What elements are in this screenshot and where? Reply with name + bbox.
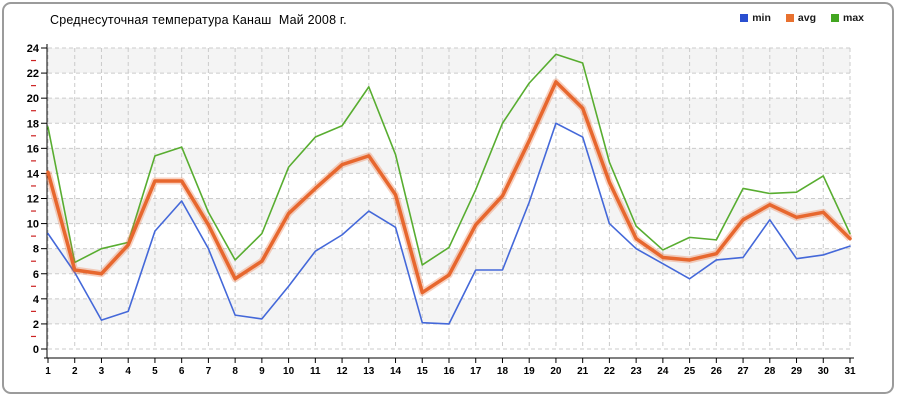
x-tick-label: 25 bbox=[684, 366, 696, 377]
x-tick-label: 23 bbox=[631, 366, 643, 377]
x-tick-label: 24 bbox=[657, 366, 669, 377]
y-tick-label: 16 bbox=[27, 143, 39, 155]
x-tick-label: 7 bbox=[206, 366, 212, 377]
legend-label-max: max bbox=[842, 12, 864, 24]
legend-label-avg: avg bbox=[797, 12, 816, 24]
series-min-line bbox=[47, 122, 851, 325]
x-tick-label: 10 bbox=[283, 366, 295, 377]
y-tick-label: 14 bbox=[27, 168, 40, 180]
y-axis-minor-ticks bbox=[31, 59, 36, 338]
legend-item-avg: avg bbox=[785, 12, 816, 24]
x-tick-label: 8 bbox=[232, 366, 238, 377]
series-max-line bbox=[47, 53, 851, 266]
series-avg-line bbox=[44, 78, 853, 297]
x-tick-label: 22 bbox=[604, 366, 616, 377]
x-tick-label: 5 bbox=[152, 366, 158, 377]
y-tick-label: 0 bbox=[33, 344, 39, 356]
x-tick-label: 11 bbox=[310, 366, 321, 377]
legend-item-max: max bbox=[830, 12, 864, 24]
legend-item-min: min bbox=[740, 12, 771, 24]
x-tick-label: 6 bbox=[179, 366, 185, 377]
avg-color-swatch-icon bbox=[785, 14, 794, 22]
x-tick-label: 13 bbox=[363, 366, 375, 377]
x-tick-label: 9 bbox=[259, 366, 265, 377]
x-tick-label: 18 bbox=[497, 366, 509, 377]
x-tick-label: 21 bbox=[577, 366, 589, 377]
x-tick-label: 17 bbox=[470, 366, 482, 377]
legend: min avg max bbox=[740, 12, 864, 24]
x-tick-label: 26 bbox=[711, 366, 723, 377]
x-tick-label: 27 bbox=[738, 366, 750, 377]
y-tick-label: 12 bbox=[27, 194, 39, 206]
y-tick-label: 8 bbox=[33, 244, 39, 256]
y-tick-label: 4 bbox=[33, 294, 40, 306]
x-tick-label: 28 bbox=[764, 366, 776, 377]
y-tick-label: 22 bbox=[27, 68, 39, 80]
legend-label-min: min bbox=[752, 12, 771, 24]
x-tick-label: 1 bbox=[45, 366, 51, 377]
y-tick-label: 20 bbox=[27, 93, 39, 105]
x-tick-label: 29 bbox=[791, 366, 803, 377]
y-tick-label: 24 bbox=[27, 43, 40, 55]
x-tick-label: 12 bbox=[337, 366, 349, 377]
x-tick-label: 19 bbox=[524, 366, 536, 377]
x-tick-label: 15 bbox=[417, 366, 429, 377]
max-color-swatch-icon bbox=[830, 14, 839, 22]
x-tick-label: 31 bbox=[844, 366, 856, 377]
chart-title: Среднесуточная температура Канаш Май 200… bbox=[50, 13, 347, 27]
y-tick-label: 2 bbox=[33, 319, 39, 331]
x-axis: 1 2 3 4 5 6 7 8 9 10 11 12 13 14 15 16 17 18 19 20 21 22 23 24 2… bbox=[44, 357, 856, 377]
x-tick-label: 2 bbox=[72, 366, 78, 377]
min-color-swatch-icon bbox=[740, 14, 749, 22]
x-tick-label: 30 bbox=[818, 366, 830, 377]
y-tick-label: 10 bbox=[27, 219, 39, 231]
y-tick-label: 6 bbox=[33, 269, 39, 281]
x-tick-label: 16 bbox=[443, 366, 455, 377]
x-tick-label: 20 bbox=[550, 366, 562, 377]
x-tick-label: 4 bbox=[125, 366, 131, 377]
y-tick-label: 18 bbox=[27, 118, 39, 130]
x-tick-label: 14 bbox=[390, 366, 402, 377]
x-tick-label: 3 bbox=[99, 366, 105, 377]
